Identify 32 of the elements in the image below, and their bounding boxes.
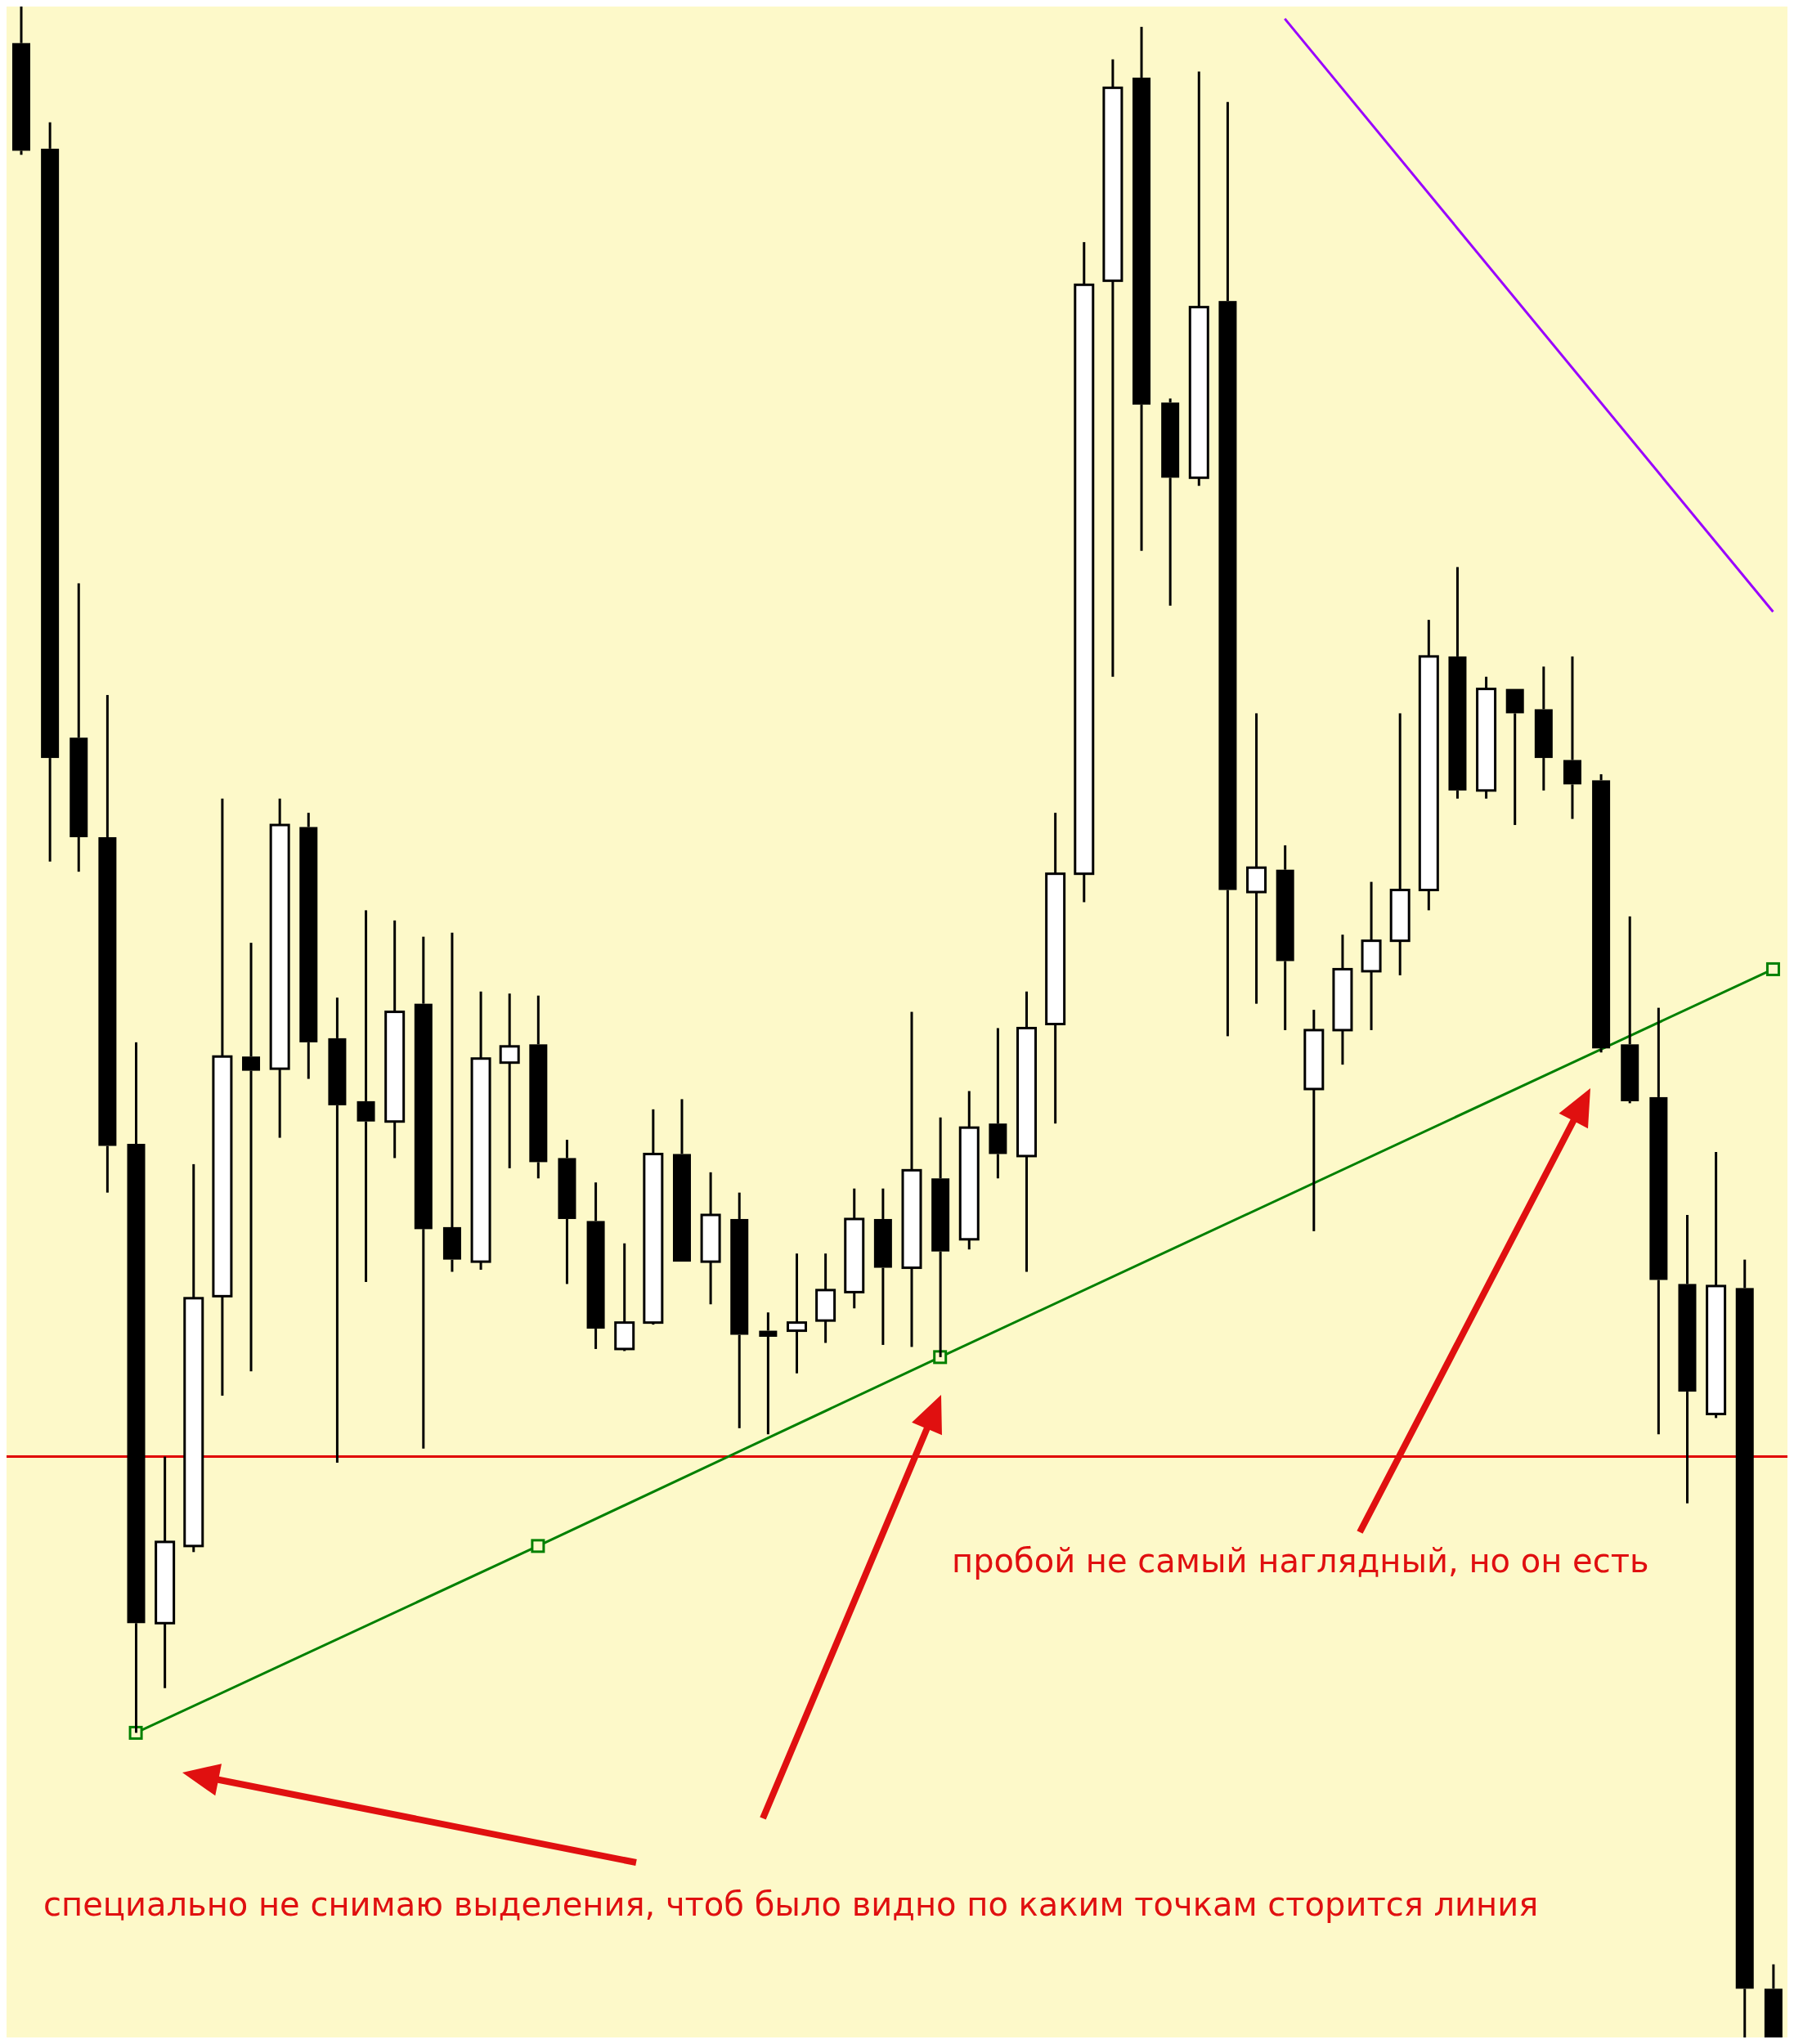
candlestick <box>1132 25 1151 551</box>
candlestick <box>1448 567 1467 799</box>
candlestick <box>529 995 548 1179</box>
candlestick <box>989 1028 1007 1179</box>
candlestick <box>1735 1259 1754 2037</box>
candlestick <box>299 813 318 1079</box>
candlestick <box>442 932 461 1272</box>
candlestick <box>1678 1214 1697 1504</box>
candlestick <box>414 936 433 1449</box>
candlestick <box>242 943 261 1372</box>
candlestick <box>558 1140 576 1284</box>
candlestick <box>41 122 60 862</box>
point <box>531 1539 545 1553</box>
candlestick <box>759 1312 778 1435</box>
candlestick <box>1161 398 1180 606</box>
candlestick <box>1218 101 1237 1037</box>
candlestick <box>730 1192 749 1428</box>
candlestick <box>70 583 88 873</box>
candlestick <box>12 7 30 155</box>
candlestick <box>1592 773 1611 1053</box>
candlestick <box>1563 655 1581 819</box>
point <box>1765 961 1780 976</box>
candlestick <box>328 997 347 1464</box>
annotation: специально не снимаю выделения, чтоб было видно по каким точкам сторится линия <box>43 1885 1539 1923</box>
candlestick <box>1276 844 1294 1030</box>
candlestick <box>1649 1007 1668 1435</box>
candlestick <box>98 695 117 1193</box>
candlestick <box>1534 666 1553 791</box>
candlestick <box>357 910 375 1282</box>
candlestick <box>873 1188 892 1345</box>
annotation: пробой не самый наглядный, но он есть <box>952 1542 1649 1580</box>
candlestick <box>586 1182 605 1349</box>
